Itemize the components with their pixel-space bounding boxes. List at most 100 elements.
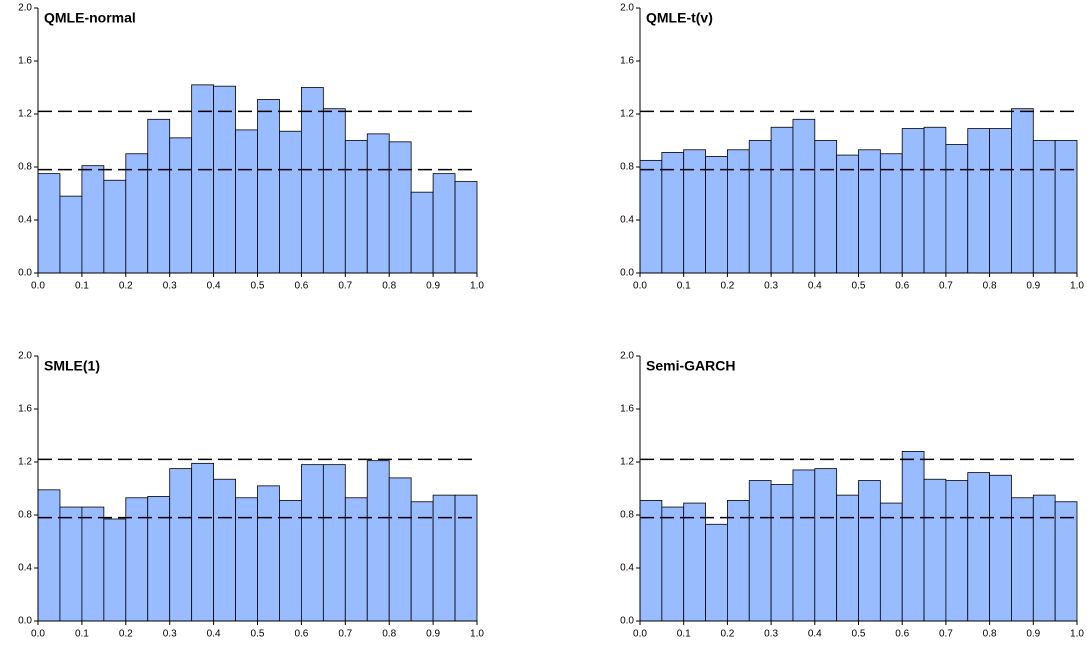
bar — [683, 149, 706, 274]
y-tick-label: 0.4 — [18, 215, 32, 226]
bar — [836, 154, 859, 274]
bar — [901, 128, 925, 274]
x-tick-label: 0.9 — [1026, 281, 1040, 292]
bar — [770, 484, 794, 622]
bar — [147, 118, 171, 274]
y-tick-label: 1.6 — [620, 404, 634, 415]
y-tick-label: 1.2 — [18, 457, 32, 468]
y-tick-label: 0.8 — [620, 162, 634, 173]
panel-title: SMLE(1) — [44, 358, 100, 374]
x-tick-label: 0.7 — [939, 629, 953, 640]
y-tick-label: 1.2 — [620, 457, 634, 468]
bar — [191, 84, 214, 274]
y-tick-label: 0.4 — [18, 563, 32, 574]
x-tick-label: 0.9 — [426, 281, 440, 292]
x-tick-label: 0.5 — [251, 629, 265, 640]
x-tick-label: 0.3 — [163, 281, 177, 292]
bar — [235, 497, 258, 622]
bar — [945, 144, 969, 274]
x-tick-label: 0.4 — [207, 281, 221, 292]
bar — [1032, 494, 1056, 622]
bar — [410, 191, 434, 274]
x-tick-label: 0.8 — [983, 629, 997, 640]
bar — [879, 502, 903, 622]
bar — [366, 133, 390, 274]
panel-title: QMLE-normal — [44, 10, 136, 26]
x-tick-label: 0.3 — [163, 629, 177, 640]
x-tick-label: 0.7 — [939, 281, 953, 292]
y-tick-label: 1.6 — [18, 404, 32, 415]
x-tick-label: 0.2 — [119, 281, 133, 292]
bar — [322, 108, 346, 274]
y-tick-label: 0.0 — [620, 616, 634, 627]
bar — [923, 478, 947, 622]
bar — [748, 140, 772, 274]
x-tick-label: 0.0 — [31, 629, 45, 640]
y-tick-label: 0.8 — [18, 162, 32, 173]
y-tick-label: 0.4 — [620, 215, 634, 226]
x-tick-label: 0.4 — [808, 629, 822, 640]
x-tick-label: 0.9 — [426, 629, 440, 640]
y-tick-label: 2.0 — [18, 351, 32, 362]
x-tick-label: 0.0 — [31, 281, 45, 292]
x-tick-label: 0.6 — [294, 281, 308, 292]
bar — [661, 152, 685, 274]
x-tick-label: 0.3 — [764, 281, 778, 292]
x-tick-label: 0.1 — [677, 629, 691, 640]
bar — [257, 485, 280, 622]
x-tick-label: 0.7 — [338, 629, 352, 640]
y-tick-label: 2.0 — [620, 351, 634, 362]
bar — [945, 480, 969, 622]
bar — [639, 500, 663, 622]
bar — [103, 518, 127, 622]
bar — [901, 450, 925, 622]
bar — [879, 153, 903, 274]
bar — [1011, 108, 1034, 274]
bar — [257, 99, 280, 274]
y-tick-label: 1.6 — [18, 56, 32, 67]
bar — [967, 128, 991, 274]
x-tick-label: 0.2 — [720, 629, 734, 640]
x-tick-label: 1.0 — [470, 629, 484, 640]
bar — [81, 165, 105, 274]
bar — [125, 497, 149, 622]
x-tick-label: 0.1 — [75, 281, 89, 292]
bar — [858, 480, 881, 622]
bar — [300, 87, 324, 274]
bar — [814, 468, 838, 622]
x-tick-label: 0.4 — [808, 281, 822, 292]
y-tick-label: 0.8 — [620, 510, 634, 521]
panel-title: Semi-GARCH — [646, 358, 735, 374]
bar — [639, 159, 663, 274]
x-tick-label: 0.8 — [382, 281, 396, 292]
x-tick-label: 0.1 — [677, 281, 691, 292]
bar — [748, 480, 772, 622]
x-tick-label: 1.0 — [1070, 281, 1084, 292]
bar — [388, 141, 412, 274]
bar — [432, 494, 456, 622]
bar — [235, 129, 258, 274]
x-tick-label: 1.0 — [1070, 629, 1084, 640]
y-tick-label: 0.0 — [18, 616, 32, 627]
bar — [147, 496, 171, 622]
y-tick-label: 2.0 — [620, 3, 634, 14]
bar — [37, 489, 61, 622]
y-tick-label: 2.0 — [18, 3, 32, 14]
bar — [388, 477, 412, 622]
bar — [300, 464, 324, 622]
bar — [432, 173, 456, 274]
x-tick-label: 0.5 — [251, 281, 265, 292]
y-tick-label: 1.2 — [620, 109, 634, 120]
bar — [366, 460, 390, 622]
bar — [322, 464, 346, 622]
x-tick-label: 0.8 — [983, 281, 997, 292]
bar — [814, 140, 838, 274]
x-tick-label: 0.2 — [720, 281, 734, 292]
x-tick-label: 1.0 — [470, 281, 484, 292]
y-tick-label: 0.0 — [18, 268, 32, 279]
bar — [923, 126, 947, 274]
bar — [770, 126, 794, 274]
bar — [1054, 140, 1078, 274]
x-tick-label: 0.7 — [338, 281, 352, 292]
